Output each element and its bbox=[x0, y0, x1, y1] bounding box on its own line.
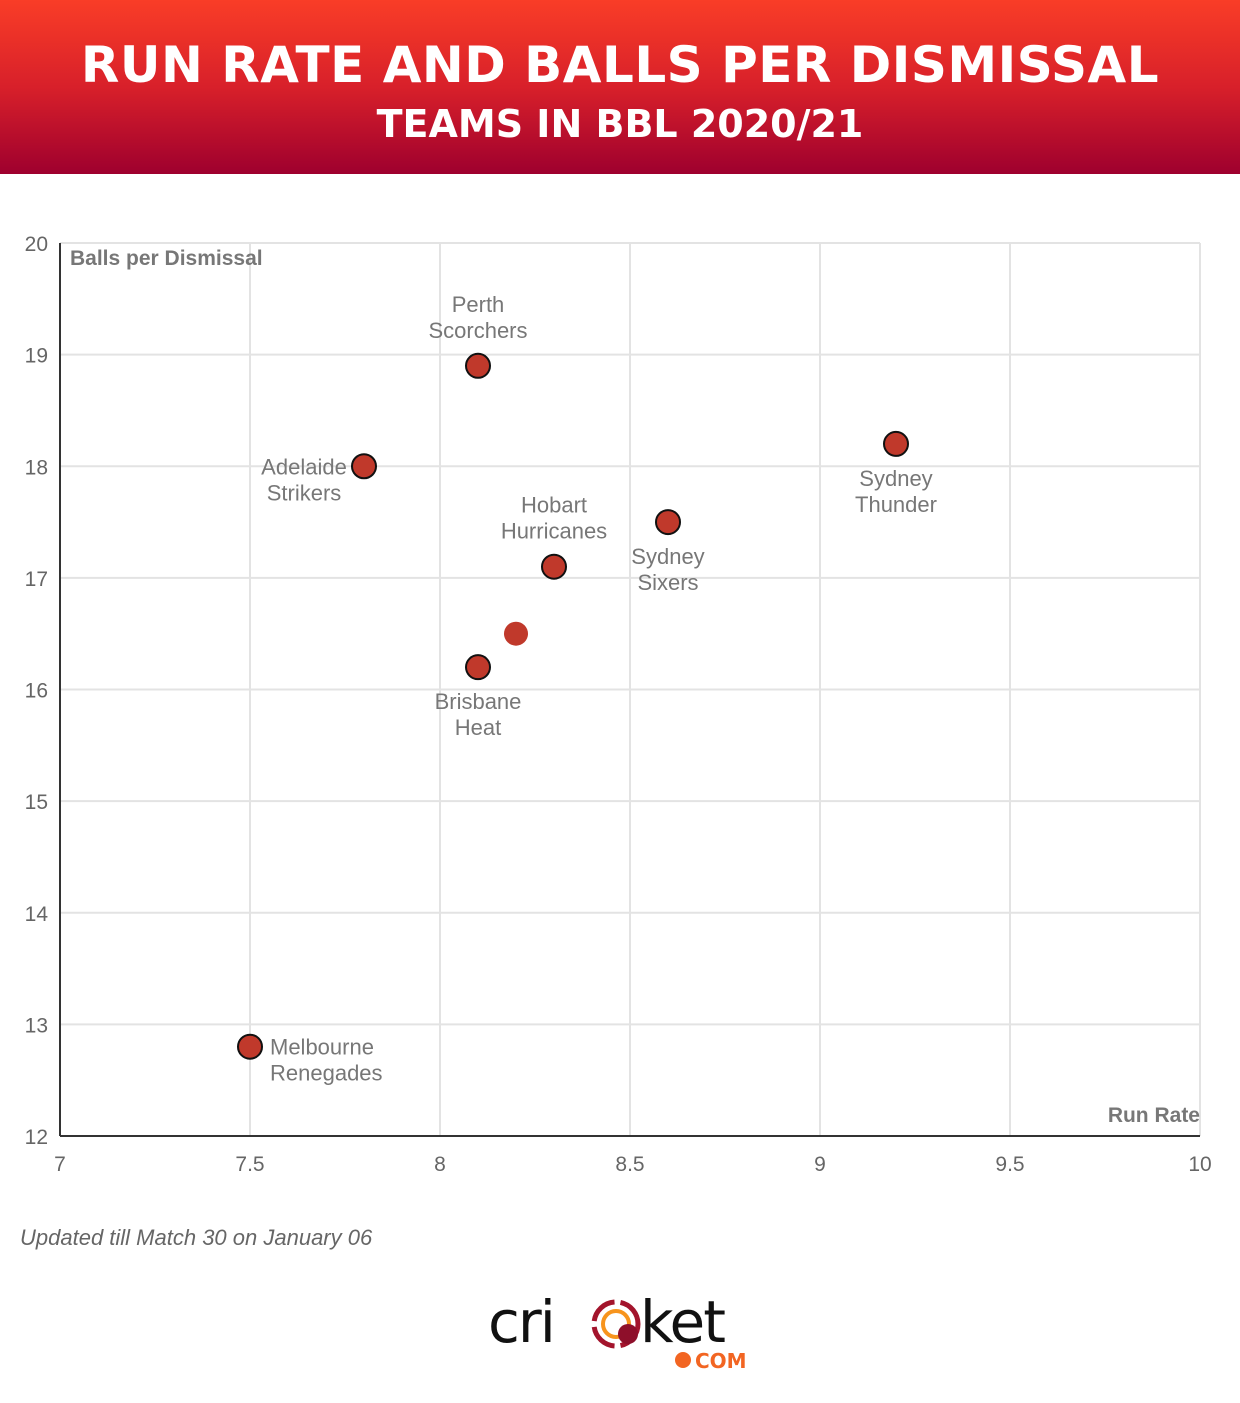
y-tick-label: 15 bbox=[25, 791, 48, 814]
x-tick-label: 9 bbox=[814, 1153, 826, 1176]
y-tick-label: 12 bbox=[25, 1126, 48, 1149]
data-point bbox=[883, 430, 909, 457]
cricket-com-logo: cri ket COM bbox=[488, 1292, 747, 1372]
point-label: Adelaide bbox=[261, 454, 347, 479]
data-point bbox=[237, 1033, 263, 1060]
point-label: Sixers bbox=[637, 570, 698, 595]
y-tick-label: 14 bbox=[25, 903, 49, 926]
chart-subtitle: TEAMS IN BBL 2020/21 bbox=[376, 102, 864, 146]
x-tick-label: 8 bbox=[434, 1153, 446, 1176]
point-label: Renegades bbox=[270, 1061, 383, 1086]
x-tick-label: 9.5 bbox=[995, 1153, 1024, 1176]
footnote: Updated till Match 30 on January 06 bbox=[20, 1225, 373, 1250]
y-tick-label: 19 bbox=[25, 345, 48, 368]
point-label: Hurricanes bbox=[501, 519, 607, 544]
data-point bbox=[351, 453, 377, 480]
point-label: Scorchers bbox=[428, 318, 527, 343]
data-point bbox=[465, 352, 491, 379]
header-banner: RUN RATE AND BALLS PER DISMISSAL TEAMS I… bbox=[0, 0, 1240, 174]
x-tick-label: 7.5 bbox=[235, 1153, 264, 1176]
point-label: Strikers bbox=[267, 480, 342, 505]
data-point bbox=[655, 509, 681, 536]
x-tick-label: 8.5 bbox=[615, 1153, 644, 1176]
x-tick-label: 7 bbox=[54, 1153, 66, 1176]
y-tick-label: 20 bbox=[25, 233, 48, 256]
y-tick-label: 16 bbox=[25, 680, 48, 703]
svg-text:ket: ket bbox=[640, 1292, 725, 1356]
point-label: Sydney bbox=[859, 466, 932, 491]
y-tick-label: 13 bbox=[25, 1014, 48, 1037]
point-label: Heat bbox=[455, 715, 501, 740]
chart-title: RUN RATE AND BALLS PER DISMISSAL bbox=[80, 36, 1160, 94]
average-point bbox=[504, 621, 528, 646]
data-point bbox=[465, 654, 491, 681]
point-label: Perth bbox=[452, 292, 505, 317]
svg-text:cri: cri bbox=[488, 1292, 554, 1356]
point-label: Thunder bbox=[855, 492, 937, 517]
point-label: Sydney bbox=[631, 544, 704, 569]
data-point bbox=[541, 553, 567, 580]
point-label: Melbourne bbox=[270, 1035, 374, 1060]
svg-text:COM: COM bbox=[695, 1349, 747, 1372]
scatter-chart: 7 7.5 8 8.5 9 9.5 10 12 13 14 15 16 17 18 19 20 Balls pe… bbox=[25, 233, 1212, 1176]
y-tick-label: 18 bbox=[25, 456, 48, 479]
point-label: Hobart bbox=[521, 493, 587, 518]
point-label: Brisbane bbox=[435, 689, 522, 714]
y-tick-label: 17 bbox=[25, 568, 48, 591]
y-axis-title: Balls per Dismissal bbox=[70, 247, 263, 270]
x-axis-title: Run Rate bbox=[1108, 1104, 1200, 1127]
x-tick-label: 10 bbox=[1188, 1153, 1211, 1176]
